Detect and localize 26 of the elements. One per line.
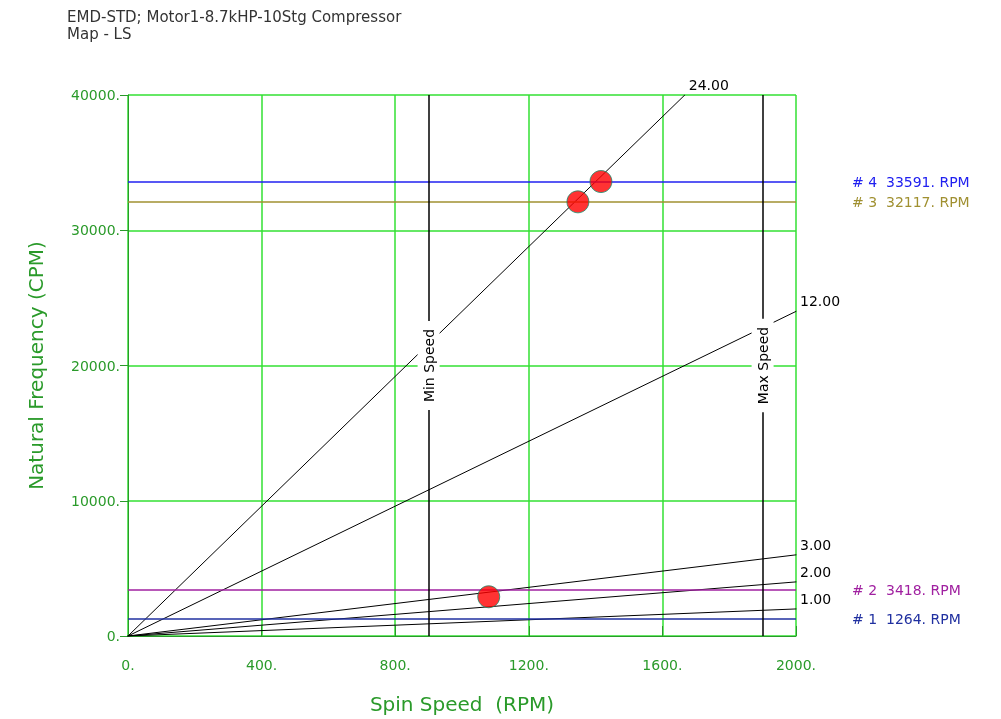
- x-tick-label: 0.: [121, 657, 135, 673]
- x-tick-label: 1600.: [642, 657, 683, 673]
- y-tick-label: 40000.: [71, 87, 120, 103]
- ref-line-label: Max Speed: [754, 326, 771, 405]
- ref-line-label: # 3 32117. RPM: [852, 193, 970, 210]
- y-tick-label: 10000.: [71, 492, 120, 509]
- y-tick-label: 30000.: [71, 222, 120, 239]
- x-axis-title: Spin Speed (RPM): [369, 692, 555, 716]
- y-tick-label: 0.: [106, 628, 120, 644]
- series-label: 24.00: [688, 77, 729, 93]
- y-axis-title: Natural Frequency (CPM): [24, 241, 48, 490]
- ref-line-label: # 1 1264. RPM: [852, 610, 961, 627]
- ref-line-label: # 2 3418. RPM: [852, 581, 961, 598]
- series-label: 1.00: [800, 590, 832, 607]
- chart-title: EMD-STD; Motor1-8.7kHP-10Stg Compressor: [67, 7, 403, 26]
- x-tick-label: 400.: [246, 657, 278, 673]
- series-label: 3.00: [800, 536, 832, 553]
- ref-line-label: # 4 33591. RPM: [852, 173, 970, 190]
- chart-subtitle: Map - LS: [67, 24, 132, 43]
- series-label: 12.00: [800, 293, 841, 310]
- series-label: 2.00: [800, 563, 832, 580]
- x-tick-label: 2000.: [775, 657, 817, 673]
- ref-line-label: Min Speed: [420, 328, 437, 403]
- x-tick-label: 800.: [379, 657, 411, 673]
- x-tick-label: 1200.: [508, 657, 549, 673]
- y-tick-label: 20000.: [71, 357, 120, 374]
